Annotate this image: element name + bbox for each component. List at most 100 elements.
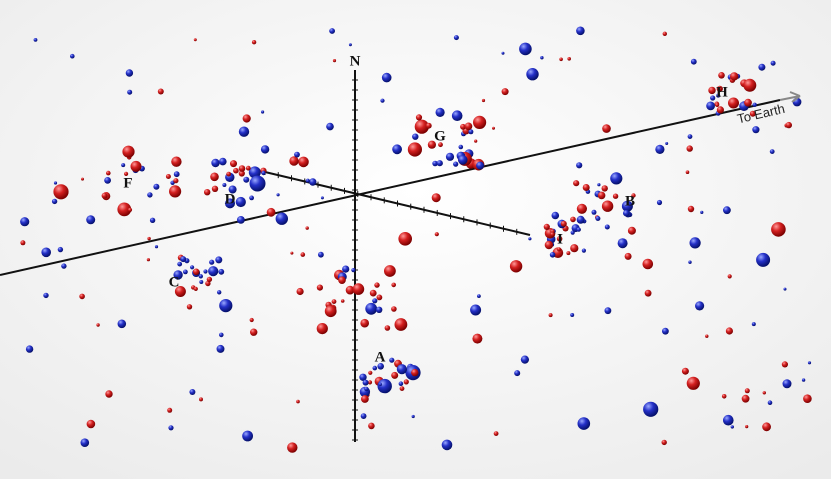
star (576, 203, 588, 214)
star (399, 386, 405, 391)
star (384, 325, 391, 331)
star (149, 217, 156, 223)
star (474, 139, 478, 143)
star (86, 215, 96, 225)
star (715, 102, 720, 107)
star (501, 51, 505, 55)
star (612, 193, 619, 199)
star (661, 439, 667, 446)
star (276, 193, 280, 197)
star (582, 184, 590, 191)
star (392, 144, 402, 155)
star (749, 110, 756, 117)
star (758, 63, 766, 71)
star (438, 142, 443, 148)
star (331, 299, 337, 304)
group-label: H (716, 84, 728, 100)
star (53, 181, 58, 185)
star (372, 365, 378, 371)
star (577, 417, 591, 430)
star (316, 284, 323, 291)
star (540, 56, 544, 60)
star (183, 269, 188, 275)
star (260, 145, 270, 154)
star (752, 102, 757, 108)
star (610, 172, 623, 185)
earth-axis (0, 99, 781, 276)
star (275, 212, 288, 225)
star (378, 382, 382, 386)
star (403, 379, 409, 385)
star (153, 183, 160, 190)
star (770, 60, 776, 66)
star (130, 160, 142, 172)
star (785, 121, 792, 129)
star (57, 246, 64, 253)
star (376, 294, 383, 301)
star (548, 313, 553, 318)
star (377, 363, 385, 370)
star (198, 274, 203, 279)
star (243, 176, 250, 183)
star (192, 268, 200, 276)
star (235, 196, 246, 208)
star (665, 142, 669, 145)
star (441, 439, 453, 451)
star (211, 158, 220, 168)
star (105, 390, 113, 398)
star (576, 162, 583, 169)
star (519, 42, 532, 56)
star (219, 157, 227, 166)
star (351, 268, 356, 273)
star (180, 256, 187, 263)
star (238, 165, 246, 172)
star (372, 298, 378, 304)
star (576, 26, 585, 36)
star (435, 107, 445, 117)
star (458, 155, 468, 165)
star (174, 286, 186, 297)
star (266, 207, 276, 217)
star (431, 193, 441, 203)
star (451, 110, 463, 121)
star (627, 226, 636, 235)
star (245, 165, 251, 171)
star (756, 252, 771, 267)
star (520, 355, 530, 364)
star (365, 302, 378, 315)
star (744, 388, 750, 394)
star (570, 313, 575, 317)
star (199, 397, 203, 402)
star (751, 322, 756, 327)
star (706, 101, 715, 111)
star (493, 431, 499, 436)
star (394, 318, 408, 331)
star (193, 38, 197, 42)
star (644, 289, 652, 297)
star (728, 97, 739, 109)
star (662, 327, 669, 335)
star (287, 442, 298, 453)
star (228, 185, 237, 194)
star (445, 152, 455, 161)
star (369, 289, 377, 297)
star (595, 216, 601, 221)
star (685, 170, 690, 174)
group-label: D (225, 191, 236, 207)
star (360, 318, 370, 328)
star (576, 227, 581, 232)
star (473, 115, 487, 129)
star (570, 216, 576, 223)
star (124, 171, 129, 176)
star (741, 394, 750, 403)
star (464, 122, 473, 131)
star (453, 161, 459, 167)
star (604, 224, 610, 230)
group-label: C (169, 274, 180, 290)
star (173, 171, 180, 178)
star (168, 425, 174, 431)
star (127, 207, 133, 212)
star (300, 252, 306, 257)
star (219, 332, 224, 338)
star (549, 252, 556, 258)
